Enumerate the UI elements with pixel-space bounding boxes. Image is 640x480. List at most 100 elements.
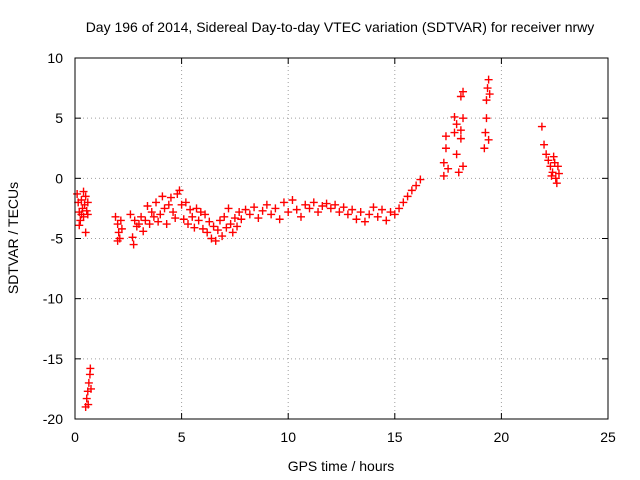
x-axis-title: GPS time / hours (288, 458, 395, 474)
data-point (439, 158, 448, 167)
data-point (262, 200, 271, 209)
data-point (482, 96, 491, 105)
data-point (81, 228, 90, 237)
data-point (77, 210, 86, 219)
data-point (390, 210, 399, 219)
data-point (215, 216, 224, 225)
data-point (175, 186, 184, 195)
data-point (82, 394, 91, 403)
plot-border (74, 57, 609, 420)
data-point (143, 202, 152, 211)
data-point (235, 208, 244, 217)
data-point (547, 171, 556, 180)
data-point (288, 195, 297, 204)
data-point (128, 233, 137, 242)
y-tick-label: -15 (43, 351, 63, 367)
chart-title: Day 196 of 2014, Sidereal Day-to-day VTE… (86, 19, 595, 35)
data-point (226, 220, 235, 229)
data-point (378, 205, 387, 214)
data-point (553, 162, 562, 171)
data-point (230, 214, 239, 223)
data-point (314, 208, 323, 217)
y-tick-label: -20 (43, 411, 63, 427)
data-point (250, 203, 259, 212)
grid-lines (75, 58, 608, 419)
x-tick-label: 5 (178, 429, 186, 445)
data-point (183, 220, 192, 229)
data-point (318, 202, 327, 211)
data-point (77, 195, 86, 204)
data-point (403, 192, 412, 201)
data-point (245, 210, 254, 219)
data-point (301, 200, 310, 209)
data-point (116, 216, 125, 225)
data-point (166, 193, 175, 202)
data-point (348, 205, 357, 214)
data-point (86, 364, 95, 373)
data-point (194, 216, 203, 225)
data-point (81, 192, 90, 201)
data-point (540, 140, 549, 149)
data-point (365, 210, 374, 219)
data-point (75, 221, 84, 230)
data-point (220, 212, 229, 221)
data-point (201, 210, 210, 219)
y-tick-label: -5 (51, 231, 64, 247)
data-point (207, 234, 216, 243)
data-point (454, 168, 463, 177)
data-point (190, 223, 199, 232)
data-point (113, 236, 122, 245)
data-point (537, 122, 546, 131)
data-point (441, 132, 450, 141)
data-point (484, 75, 493, 84)
data-point (149, 212, 158, 221)
data-point (177, 200, 186, 209)
y-tick-label: 0 (55, 170, 63, 186)
data-point (450, 112, 459, 121)
data-point (211, 236, 220, 245)
data-point (551, 174, 560, 183)
data-point (228, 228, 237, 237)
data-point (292, 205, 301, 214)
data-point (296, 212, 305, 221)
data-point (154, 217, 163, 226)
data-point (373, 212, 382, 221)
data-point (483, 84, 492, 93)
data-point (407, 186, 416, 195)
data-point (552, 179, 561, 188)
data-point (233, 222, 242, 231)
data-point (126, 210, 135, 219)
data-point (444, 164, 453, 173)
data-point (275, 215, 284, 224)
data-point (164, 200, 173, 209)
data-point (360, 217, 369, 226)
data-point (198, 224, 207, 233)
data-point (305, 204, 314, 213)
data-point (456, 134, 465, 143)
data-point (129, 240, 138, 249)
tick-labels: 0 5 10 15 20 25 -20 -15 -10 -5 0 5 10 (43, 50, 616, 445)
data-point (452, 120, 461, 129)
data-point (441, 144, 450, 153)
data-point (156, 210, 165, 219)
x-tick-label: 10 (280, 429, 296, 445)
data-point (450, 128, 459, 137)
data-point (141, 216, 150, 225)
data-point (134, 220, 143, 229)
data-point (331, 200, 340, 209)
data-point (456, 126, 465, 135)
data-point (186, 205, 195, 214)
data-point (386, 208, 395, 217)
y-tick-label: 5 (55, 110, 63, 126)
x-tick-label: 25 (600, 429, 616, 445)
data-point (459, 114, 468, 123)
data-point (459, 87, 468, 96)
data-point (209, 222, 218, 231)
data-point (399, 198, 408, 207)
data-point (241, 205, 250, 214)
data-point (79, 187, 88, 196)
data-point (152, 198, 161, 207)
data-point (145, 220, 154, 229)
